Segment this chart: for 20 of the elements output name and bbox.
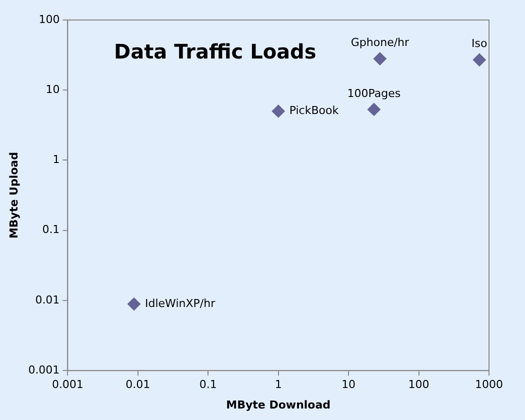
annotation: IdleWinXP/hr [145,296,216,310]
x-tick-label: 100 [408,378,430,392]
y-tick-label: 0.1 [42,223,60,236]
y-tick-label: 10 [46,82,60,96]
y-tick-label: 1 [52,153,60,166]
y-tick-label: 0.001 [28,363,60,376]
x-tick-label: 1000 [475,378,503,392]
annotation: Iso [472,37,488,50]
y-tick-label: 0.01 [35,293,60,306]
x-tick-label: 0.1 [199,378,217,392]
annotation: PickBook [289,104,340,118]
annotation: 100Pages [347,86,401,100]
x-tick-label: 10 [342,378,356,392]
y-tick-label: 100 [38,12,60,26]
x-axis-title: MByte Download [226,398,331,412]
x-tick-label: 0.01 [126,378,150,392]
y-axis-title: MByte Upload [7,152,20,239]
x-tick-label: 1 [274,378,282,392]
annotation: Gphone/hr [350,36,410,50]
text: Data Traffic Loads [114,40,316,64]
